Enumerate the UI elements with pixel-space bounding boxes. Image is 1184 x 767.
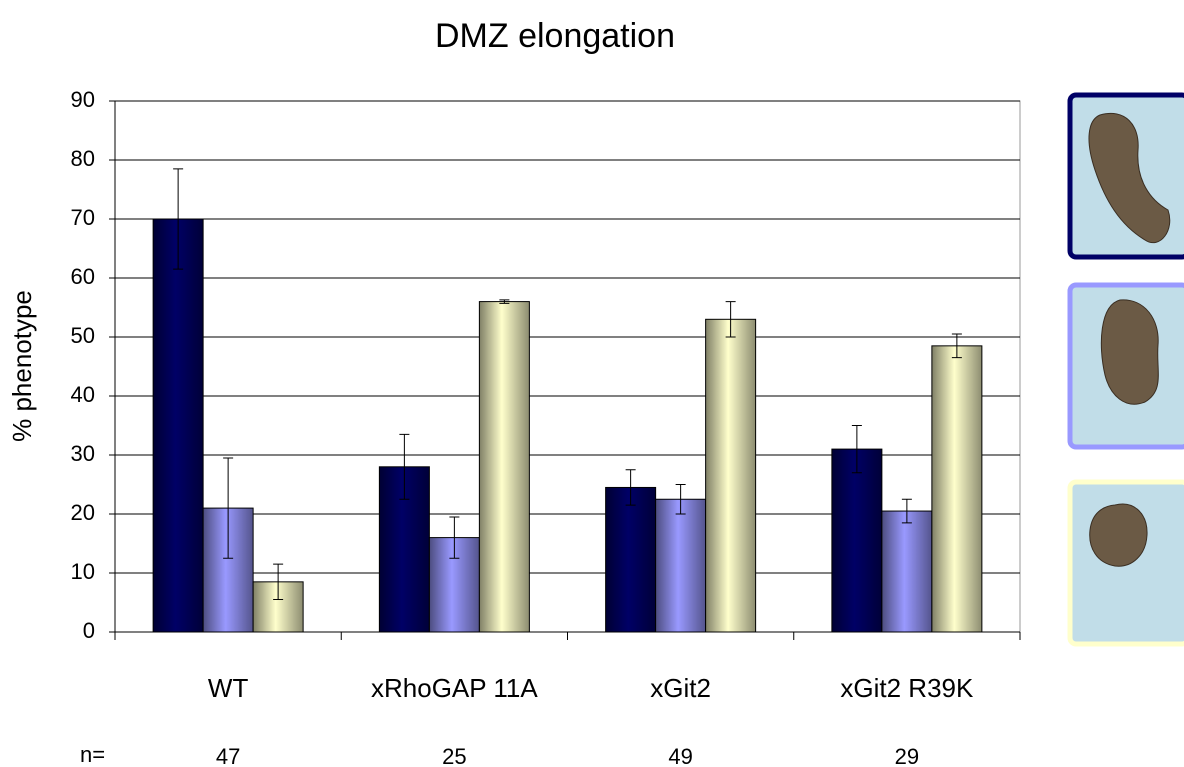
bar-shade — [882, 511, 932, 632]
n-value: 25 — [442, 744, 466, 767]
y-tick-label: 60 — [71, 264, 95, 289]
y-tick-label: 10 — [71, 559, 95, 584]
y-tick-label: 80 — [71, 146, 95, 171]
x-tick-label: xGit2 R39K — [840, 673, 974, 703]
y-tick-label: 90 — [71, 87, 95, 112]
y-tick-label: 30 — [71, 441, 95, 466]
bar-shade — [153, 219, 203, 632]
bar-shade — [932, 346, 982, 632]
y-tick-label: 40 — [71, 382, 95, 407]
bar-shade — [606, 487, 656, 632]
embryo-image — [1090, 504, 1147, 566]
y-tick-label: 0 — [83, 618, 95, 643]
chart-title: DMZ elongation — [435, 17, 675, 55]
embryo-image — [1101, 300, 1158, 404]
y-axis-label: % phenotype — [7, 290, 37, 442]
y-tick-label: 20 — [71, 500, 95, 525]
x-tick-label: WT — [208, 673, 249, 703]
y-tick-label: 50 — [71, 323, 95, 348]
chart: DMZ elongation % phenotype n= 0 10 20 30 40 5… — [0, 0, 1184, 767]
x-tick-label: xRhoGAP 11A — [371, 673, 538, 703]
bar-shade — [706, 319, 756, 632]
n-value: 49 — [668, 744, 692, 767]
bar-shade — [656, 499, 706, 632]
n-label: n= — [80, 742, 105, 767]
bar-shade — [479, 302, 529, 632]
n-value: 29 — [895, 744, 919, 767]
n-value: 47 — [216, 744, 240, 767]
bar-shade — [832, 449, 882, 632]
y-tick-label: 70 — [71, 205, 95, 230]
x-tick-label: xGit2 — [650, 673, 711, 703]
